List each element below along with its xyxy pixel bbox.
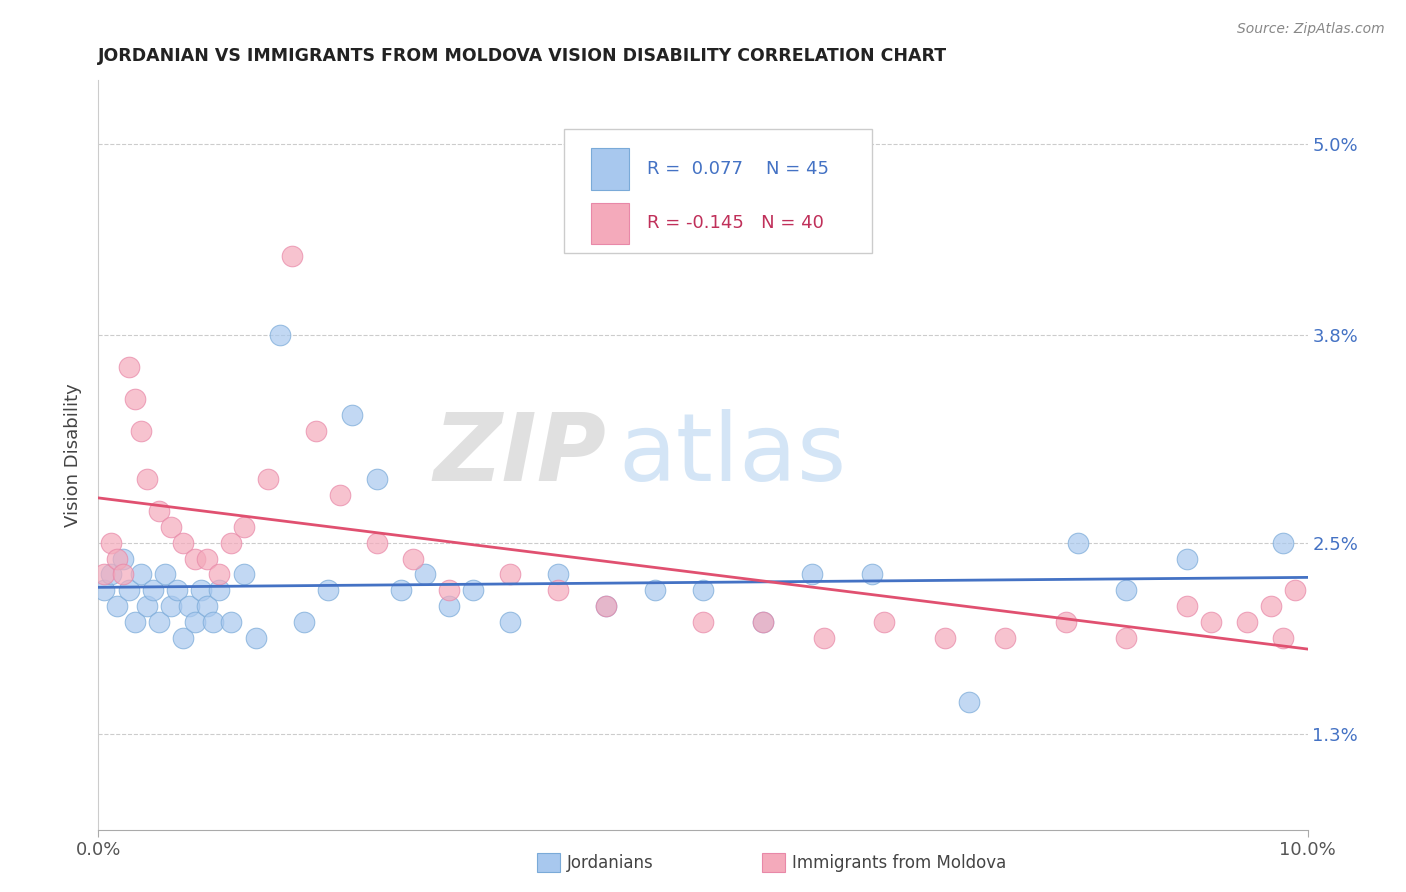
Point: [860, 567, 883, 582]
Point: [93, 583, 115, 598]
FancyBboxPatch shape: [564, 129, 872, 252]
Point: [148, 615, 170, 630]
Point: [800, 567, 823, 582]
Point: [269, 328, 291, 343]
Point: [1054, 615, 1077, 630]
Point: [148, 504, 170, 518]
Point: [595, 599, 617, 614]
Point: [118, 583, 141, 598]
Point: [124, 615, 146, 630]
Point: [281, 249, 304, 263]
Point: [437, 583, 460, 598]
Point: [1175, 599, 1198, 614]
Point: [413, 567, 436, 582]
Point: [752, 615, 775, 630]
Point: [129, 567, 152, 582]
Point: [256, 472, 278, 486]
Point: [644, 583, 666, 598]
Point: [873, 615, 896, 630]
Point: [111, 551, 134, 566]
Text: R =  0.077    N = 45: R = 0.077 N = 45: [647, 160, 830, 178]
Point: [329, 488, 352, 502]
Point: [1272, 535, 1295, 549]
Point: [1175, 551, 1198, 566]
Text: atlas: atlas: [619, 409, 846, 501]
Point: [547, 567, 569, 582]
Text: R = -0.145   N = 40: R = -0.145 N = 40: [647, 214, 824, 233]
Point: [184, 551, 207, 566]
Y-axis label: Vision Disability: Vision Disability: [65, 383, 83, 527]
Point: [1115, 632, 1137, 646]
Point: [366, 472, 388, 486]
Point: [389, 583, 412, 598]
Point: [118, 360, 141, 375]
Point: [105, 551, 128, 566]
Point: [1067, 535, 1090, 549]
FancyBboxPatch shape: [591, 148, 630, 190]
Point: [195, 551, 218, 566]
Point: [160, 599, 183, 614]
Point: [153, 567, 176, 582]
Point: [752, 615, 775, 630]
Point: [366, 535, 388, 549]
Point: [692, 583, 714, 598]
Point: [100, 567, 122, 582]
Point: [813, 632, 835, 646]
Point: [463, 583, 485, 598]
Text: Source: ZipAtlas.com: Source: ZipAtlas.com: [1237, 22, 1385, 37]
Point: [934, 632, 956, 646]
Point: [208, 583, 231, 598]
Point: [195, 599, 218, 614]
Point: [245, 632, 267, 646]
Point: [111, 567, 134, 582]
Point: [232, 567, 254, 582]
Point: [142, 583, 165, 598]
Point: [1284, 583, 1306, 598]
Point: [1272, 632, 1295, 646]
Point: [498, 567, 520, 582]
Point: [957, 695, 980, 709]
Point: [221, 535, 243, 549]
Point: [316, 583, 339, 598]
Point: [100, 535, 122, 549]
Point: [692, 615, 714, 630]
Point: [1115, 583, 1137, 598]
Point: [190, 583, 212, 598]
Point: [135, 472, 157, 486]
Text: ZIP: ZIP: [433, 409, 606, 501]
Point: [994, 632, 1017, 646]
Point: [402, 551, 425, 566]
Point: [166, 583, 188, 598]
Point: [1260, 599, 1282, 614]
Text: JORDANIAN VS IMMIGRANTS FROM MOLDOVA VISION DISABILITY CORRELATION CHART: JORDANIAN VS IMMIGRANTS FROM MOLDOVA VIS…: [98, 47, 948, 65]
Point: [93, 567, 115, 582]
Point: [1199, 615, 1222, 630]
Point: [184, 615, 207, 630]
Point: [160, 519, 183, 533]
Point: [437, 599, 460, 614]
Point: [232, 519, 254, 533]
FancyBboxPatch shape: [591, 202, 630, 244]
Point: [172, 535, 194, 549]
Point: [124, 392, 146, 406]
Point: [498, 615, 520, 630]
Point: [292, 615, 315, 630]
Point: [305, 424, 328, 438]
Point: [208, 567, 231, 582]
Point: [105, 599, 128, 614]
Point: [129, 424, 152, 438]
Text: Jordanians: Jordanians: [567, 854, 654, 871]
Point: [547, 583, 569, 598]
Point: [221, 615, 243, 630]
Point: [172, 632, 194, 646]
Text: Immigrants from Moldova: Immigrants from Moldova: [792, 854, 1005, 871]
Point: [1236, 615, 1258, 630]
Point: [342, 408, 364, 422]
Point: [179, 599, 201, 614]
Point: [202, 615, 225, 630]
Point: [135, 599, 157, 614]
Point: [595, 599, 617, 614]
